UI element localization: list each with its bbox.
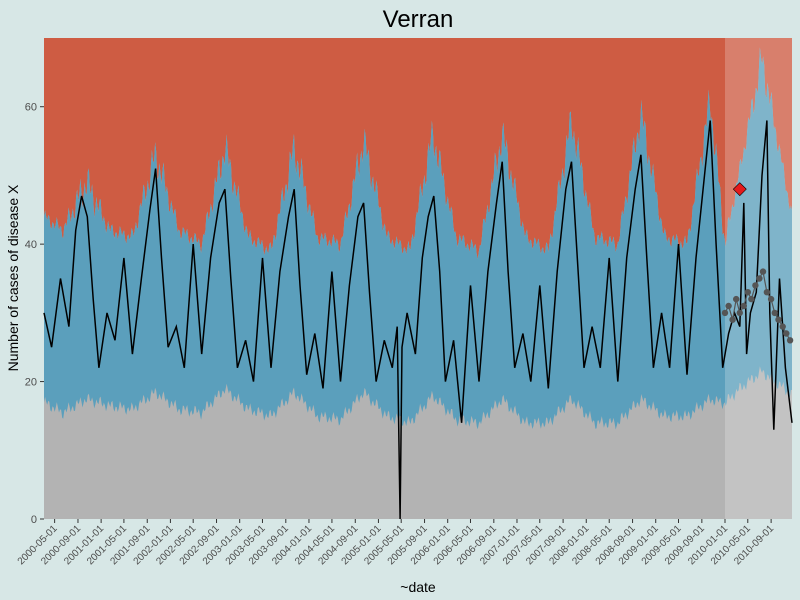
predicted-point: [744, 289, 751, 296]
upper-band: [44, 38, 792, 259]
predicted-point: [725, 302, 732, 310]
series-observed-line: [43, 120, 793, 520]
predicted-point: [786, 337, 794, 344]
predicted-point: [721, 309, 729, 317]
alarm-marker: [732, 182, 747, 197]
predicted-point: [783, 330, 790, 337]
chart-title: Verran: [383, 6, 454, 33]
predicted-point: [767, 295, 775, 303]
predicted-point: [771, 309, 778, 317]
x-axis: 2000-05-012000-09-012001-01-012001-05-01…: [16, 519, 777, 567]
plot-area: [43, 38, 794, 520]
predicted-point: [740, 302, 747, 310]
series-layer: [43, 120, 794, 520]
predicted-point: [748, 295, 755, 303]
y-tick-label: 40: [25, 239, 37, 251]
predicted-point: [752, 282, 759, 289]
predicted-point: [763, 289, 771, 296]
predicted-point: [729, 316, 736, 323]
predicted-point: [779, 323, 786, 330]
predicted-point: [736, 309, 743, 317]
y-tick-label: 0: [31, 514, 37, 526]
x-axis-title: ~date: [400, 579, 436, 595]
predicted-point: [759, 268, 767, 275]
normal-band: [44, 47, 792, 430]
predicted-point: [756, 275, 763, 282]
y-axis-title: Number of cases of disease X: [5, 184, 21, 371]
y-tick-label: 60: [25, 102, 37, 114]
predicted-point: [733, 295, 740, 303]
y-tick-label: 20: [25, 377, 37, 389]
y-axis: 0 20 40 60: [25, 102, 44, 526]
predicted-point: [775, 316, 782, 323]
